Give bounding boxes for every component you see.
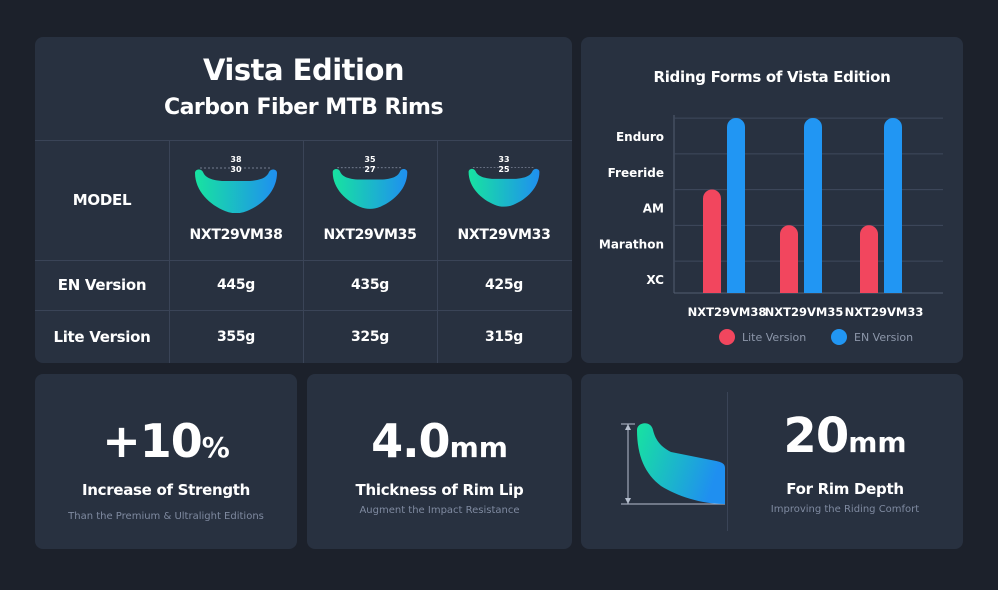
bar (804, 118, 822, 293)
lite-weight-value: 315g (484, 328, 524, 345)
lip-label: Thickness of Rim Lip (355, 481, 524, 499)
y-tick-label: AM (643, 202, 664, 216)
model-header: MODEL (72, 191, 132, 209)
rim-profile-icon (195, 167, 277, 213)
bar-base (703, 284, 721, 293)
table-subtitle: Carbon Fiber MTB Rims (163, 95, 444, 120)
y-tick-label: Enduro (616, 130, 664, 144)
bar (860, 225, 878, 293)
card-divider (727, 392, 728, 531)
bar (703, 189, 721, 293)
bar (780, 225, 798, 293)
table-divider (169, 140, 170, 363)
outer-width-label: 33 (498, 155, 510, 164)
depth-value: 20mm (783, 408, 907, 464)
model-name: NXT29VM38 (189, 227, 283, 243)
strength-label: Increase of Strength (81, 481, 251, 499)
bar-base (727, 284, 745, 293)
en-version-label: EN Version (57, 276, 147, 294)
bar-base (860, 284, 878, 293)
depth-unit: mm (848, 426, 907, 459)
strength-value: +10% (102, 414, 230, 468)
lite-weight-value: 325g (350, 328, 390, 345)
rim-profile-icon (332, 167, 408, 209)
rim-profile-icon (468, 167, 540, 207)
lip-sub: Augment the Impact Resistance (359, 505, 520, 516)
bar (884, 118, 902, 293)
y-tick-label: XC (646, 273, 664, 287)
legend-label: EN Version (854, 331, 913, 344)
bar (727, 118, 745, 293)
x-tick-label: NXT29VM35 (765, 305, 844, 319)
y-tick-label: Marathon (599, 237, 664, 251)
inner-width-label: 30 (230, 165, 242, 174)
model-name: NXT29VM35 (323, 227, 417, 243)
bar-base (780, 284, 798, 293)
chart-title: Riding Forms of Vista Edition (653, 68, 891, 86)
en-weight-value: 435g (350, 277, 390, 293)
riding-forms-chart: XCMarathonAMFreerideEnduroNXT29VM38NXT29… (599, 115, 943, 345)
lip-unit: mm (449, 431, 508, 464)
x-tick-label: NXT29VM33 (845, 305, 924, 319)
strength-unit: % (201, 431, 230, 464)
rim-spec-table-card: Vista Edition Carbon Fiber MTB Rims MODE… (35, 37, 572, 363)
x-tick-label: NXT29VM38 (688, 305, 767, 319)
legend-swatch (831, 329, 847, 345)
legend-label: Lite Version (742, 331, 806, 344)
model-name: NXT29VM33 (457, 227, 551, 243)
lite-weight-value: 355g (216, 328, 256, 345)
rim-lip-stat-card: 4.0mm Thickness of Rim Lip Augment the I… (307, 374, 572, 549)
strength-stat-card: +10% Increase of Strength Than the Premi… (35, 374, 297, 549)
table-title: Vista Edition (202, 53, 405, 87)
rim-depth-stat-card: 20mm For Rim Depth Improving the Riding … (581, 374, 963, 549)
en-weight-value: 445g (216, 277, 256, 293)
inner-width-label: 25 (498, 165, 510, 174)
strength-sub: Than the Premium & Ultralight Editions (68, 511, 264, 522)
outer-width-label: 35 (364, 155, 376, 164)
depth-label: For Rim Depth (786, 480, 904, 498)
en-weight-value: 425g (484, 277, 524, 293)
riding-forms-chart-card: Riding Forms of Vista Edition XC Marathon… (581, 37, 963, 363)
rim-depth-profile-icon (621, 423, 725, 505)
table-divider (303, 140, 304, 363)
bar-base (884, 284, 902, 293)
outer-width-label: 38 (230, 155, 242, 164)
lip-value: 4.0mm (371, 414, 508, 468)
depth-sub: Improving the Riding Comfort (770, 504, 920, 515)
legend-swatch (719, 329, 735, 345)
inner-width-label: 27 (364, 165, 376, 174)
table-divider (437, 140, 438, 363)
bar-base (804, 284, 822, 293)
y-tick-label: Freeride (608, 166, 664, 180)
lite-version-label: Lite Version (53, 327, 151, 346)
